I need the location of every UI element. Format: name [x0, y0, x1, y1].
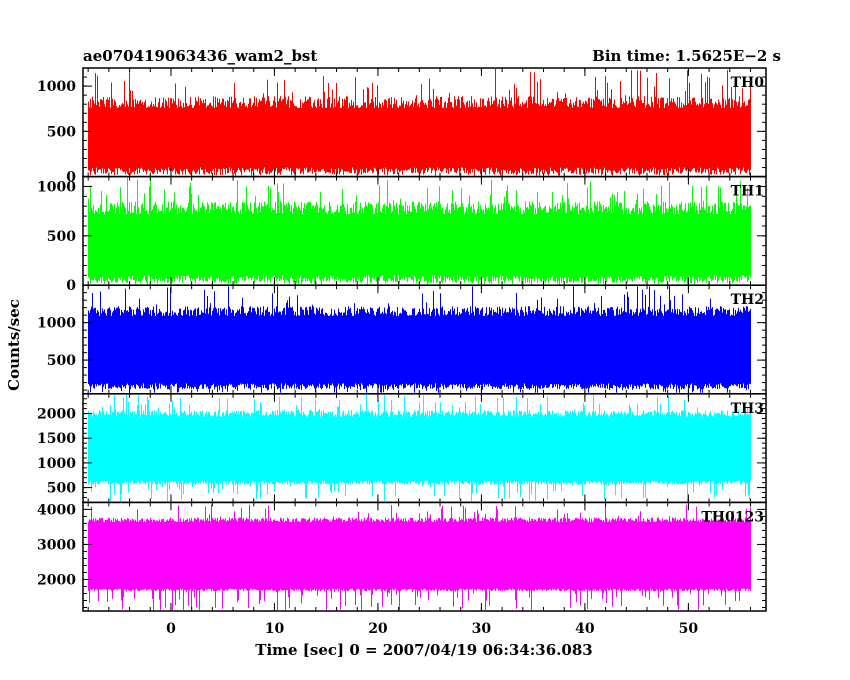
panel-frame	[82, 501, 767, 612]
panel-label-th2: TH2	[731, 292, 764, 308]
series-core-th2	[88, 315, 750, 382]
panel-label-th1: TH1	[731, 184, 764, 200]
panel-label-th0123: TH0123	[701, 509, 764, 525]
x-tick-label: 0	[166, 621, 176, 637]
series-core-th0	[88, 107, 750, 166]
y-tick-label: 1500	[37, 431, 76, 447]
series-core-th0123	[88, 522, 750, 588]
chart-title-left: ae070419063436_wam2_bst	[83, 47, 317, 65]
y-tick-label: 500	[47, 481, 76, 497]
panel-label-th3: TH3	[731, 401, 764, 417]
y-tick-label: 1000	[37, 456, 76, 472]
panel-label-th0: TH0	[731, 75, 765, 91]
y-tick-label: 1000	[37, 79, 76, 95]
y-tick-label: 1000	[37, 179, 76, 195]
y-tick-label: 4000	[37, 502, 76, 518]
y-tick-label: 0	[66, 278, 76, 294]
panel-th0: 0 500 1000 TH0	[37, 67, 767, 186]
y-tick-label: 3000	[37, 537, 76, 553]
y-axis-label: Counts/sec	[5, 299, 23, 391]
x-axis: 0 10 20 30 40 50	[166, 621, 698, 637]
y-tick-label: 1000	[37, 316, 76, 332]
x-tick-label: 40	[575, 621, 595, 637]
x-axis-label: Time [sec] 0 = 2007/04/19 06:34:36.083	[255, 641, 592, 659]
panel-th1: 0 500 1000 TH1	[37, 175, 767, 294]
panels-group: 0 500 1000 TH0 0 500 1000 TH1 500 1000 TH2 500 1000 1…	[37, 67, 767, 612]
x-tick-label: 30	[472, 621, 492, 637]
series-core-th3	[88, 416, 750, 480]
panel-th0123: 2000 3000 4000 TH0123	[37, 501, 767, 612]
y-tick-label: 0	[66, 170, 76, 186]
y-tick-label: 500	[47, 353, 76, 369]
x-tick-label: 50	[679, 621, 699, 637]
panel-th2: 500 1000 TH2	[37, 284, 767, 395]
panel-th3: 500 1000 1500 2000 TH3	[37, 393, 767, 504]
y-tick-label: 2000	[37, 572, 76, 588]
y-tick-label: 2000	[37, 407, 76, 423]
y-tick-label: 500	[47, 229, 76, 245]
chart-title-right: Bin time: 1.5625E−2 s	[592, 47, 781, 65]
series-core-th1	[88, 214, 750, 274]
x-tick-label: 10	[265, 621, 285, 637]
x-tick-label: 20	[368, 621, 388, 637]
y-tick-label: 500	[47, 124, 76, 140]
